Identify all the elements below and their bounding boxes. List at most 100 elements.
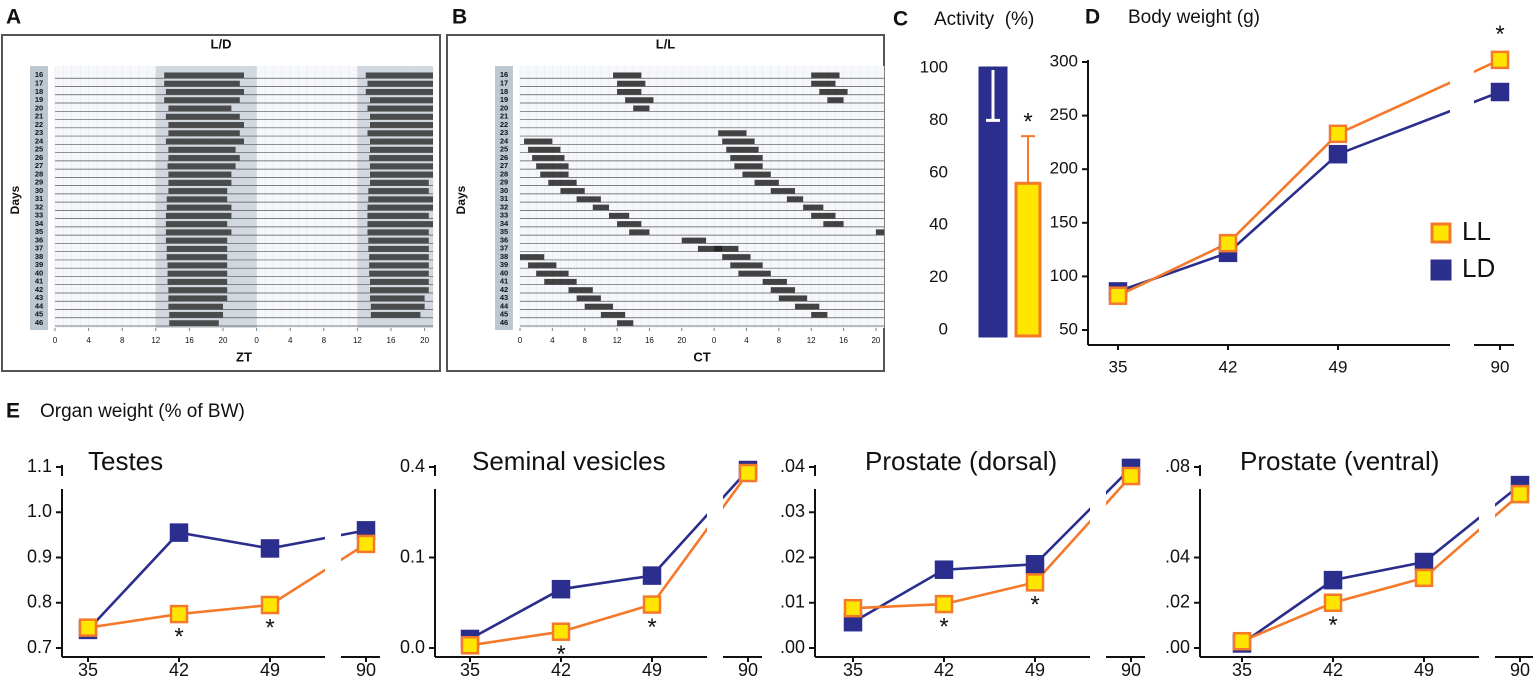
- x-tick-label: 4: [86, 336, 91, 345]
- marker: [551, 579, 571, 599]
- y-tick-label: 38: [500, 252, 508, 261]
- marker: [1121, 466, 1141, 486]
- activity: [167, 278, 228, 285]
- y-tick-label: 20: [500, 103, 508, 112]
- y-tick-label: 17: [35, 79, 43, 88]
- y-tick-label: 44: [35, 301, 44, 310]
- axis-break: [1479, 437, 1495, 659]
- activity: [730, 262, 763, 269]
- legend-label: LD: [1462, 253, 1495, 283]
- x-tick-label: 16: [645, 336, 654, 345]
- y-tick-label: 30: [500, 186, 508, 195]
- annotation: *: [1495, 21, 1504, 48]
- activity: [726, 146, 759, 153]
- y-tick-label: 45: [500, 310, 508, 319]
- axis-break: [58, 476, 66, 489]
- y-tick-label: 34: [35, 219, 44, 228]
- x-tick-label: 4: [744, 336, 749, 345]
- y-tick-label: 37: [35, 244, 43, 253]
- x-tick-label: 90: [738, 660, 758, 680]
- x-tick-label: 12: [151, 336, 160, 345]
- activity: [367, 204, 433, 211]
- marker: [169, 604, 189, 624]
- y-tick-label: 26: [500, 153, 508, 162]
- activity: [367, 212, 429, 219]
- x-tick-label: 8: [582, 336, 587, 345]
- y-tick-label: 16: [500, 70, 508, 79]
- y-tick-label: 0.4: [400, 456, 425, 476]
- activity: [165, 138, 244, 145]
- y-tick-label: .02: [780, 546, 805, 566]
- activity: [811, 72, 840, 79]
- activity: [528, 262, 557, 269]
- x-tick-label: 42: [551, 660, 571, 680]
- marker: [1510, 484, 1530, 504]
- day-strip: [495, 66, 513, 330]
- series-line: [87, 542, 367, 629]
- activity: [168, 179, 232, 186]
- series-line: [1117, 90, 1501, 293]
- y-tick-label: 33: [500, 211, 508, 220]
- y-tick-label: 17: [500, 79, 508, 88]
- y-tick-label: 21: [35, 112, 43, 121]
- marker: [1218, 233, 1238, 253]
- activity: [742, 171, 771, 178]
- activity: [368, 245, 429, 252]
- marker: [1414, 568, 1434, 588]
- activity: [370, 303, 425, 310]
- y-tick-label: 19: [500, 95, 508, 104]
- x-tick-label: 16: [185, 336, 194, 345]
- activity: [164, 80, 240, 87]
- y-tick-label: 80: [929, 110, 948, 129]
- y-tick-label: 18: [500, 87, 508, 96]
- activity: [592, 204, 609, 211]
- x-tick-label: 90: [1121, 660, 1141, 680]
- y-tick-label: 27: [35, 161, 43, 170]
- annotation: *: [939, 613, 948, 640]
- x-tick-label: 90: [1491, 357, 1510, 376]
- activity: [367, 130, 433, 137]
- y-tick-label: 42: [35, 285, 43, 294]
- x-tick-label: 12: [613, 336, 622, 345]
- x-tick-label: 20: [677, 336, 686, 345]
- x-tick-label: 49: [1414, 660, 1434, 680]
- activity: [168, 171, 232, 178]
- marker: [1025, 555, 1045, 574]
- activity: [168, 287, 228, 293]
- activity: [613, 72, 642, 79]
- y-tick-label: 33: [35, 211, 43, 220]
- activity: [576, 196, 601, 203]
- activity: [629, 229, 650, 236]
- legend-swatch: [1430, 222, 1452, 244]
- activity: [166, 254, 228, 260]
- x-tick-label: 4: [288, 336, 293, 345]
- activity: [370, 146, 433, 153]
- activity: [370, 138, 433, 145]
- marker: [843, 598, 863, 618]
- activity-layer: [520, 72, 884, 326]
- activity: [819, 88, 848, 95]
- y-tick-label: .08: [1165, 456, 1190, 476]
- axis-break: [1090, 437, 1106, 659]
- x-tick-label: 90: [1510, 660, 1530, 680]
- activity: [633, 105, 650, 112]
- error-bar: [1021, 135, 1035, 184]
- activity: [811, 80, 836, 87]
- activity: [536, 163, 569, 170]
- y-tick-label: .00: [1165, 637, 1190, 657]
- activity: [681, 237, 707, 244]
- marker: [1232, 631, 1252, 651]
- x-tick-label: 0: [254, 336, 259, 345]
- marker: [169, 523, 189, 542]
- activity: [528, 146, 561, 153]
- y-tick-label: 39: [35, 260, 43, 269]
- y-tick-label: 30: [35, 186, 43, 195]
- y-tick-label: 50: [1059, 319, 1078, 338]
- y-tick-label: 29: [500, 178, 508, 187]
- y-tick-label: 38: [35, 252, 43, 261]
- marker: [1323, 593, 1343, 612]
- activity: [168, 130, 240, 137]
- y-tick-label: 27: [500, 161, 508, 170]
- activity: [367, 229, 429, 236]
- y-tick-label: 0.8: [27, 592, 52, 612]
